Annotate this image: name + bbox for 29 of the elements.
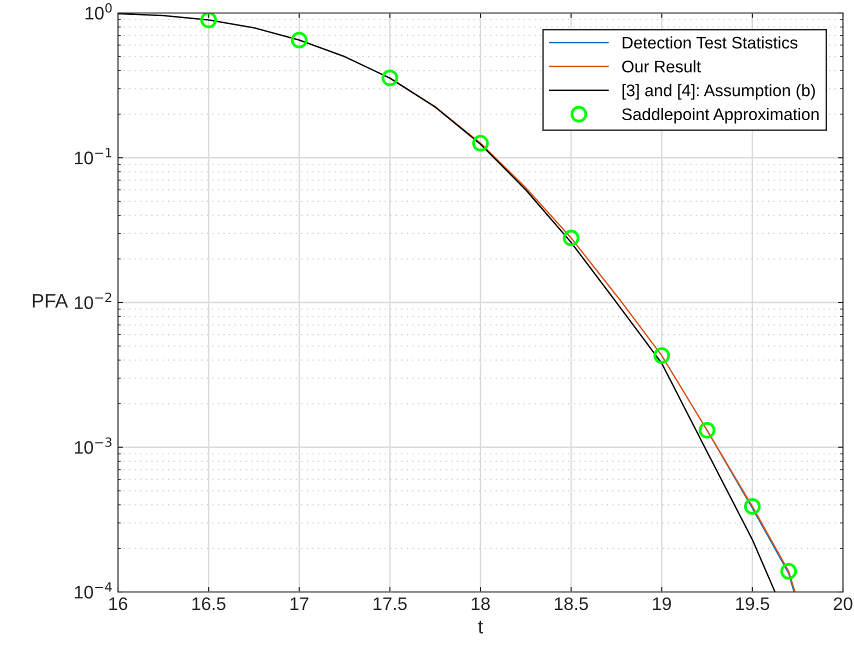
point bbox=[653, 347, 670, 364]
x-axis-title: t bbox=[478, 620, 484, 634]
x-tick-label: 18.5 bbox=[554, 597, 588, 610]
x-tick-label: 18 bbox=[472, 597, 490, 610]
legend-label: Our Result bbox=[622, 60, 701, 72]
y-tick-label: 10$^{−2}$ bbox=[74, 292, 112, 310]
y-tick-label: 10$^{−3}$ bbox=[74, 437, 112, 454]
legend-label: Detection Test Statistics bbox=[622, 36, 798, 49]
legend-label: [3] and [4]: Assumption (b) bbox=[622, 84, 815, 100]
point bbox=[290, 32, 308, 48]
x-tick-label: 17 bbox=[290, 598, 308, 610]
y-tick-label: 10$^{0}$ bbox=[86, 3, 112, 20]
x-tick-label: 20 bbox=[834, 597, 852, 610]
x-tick-label: 19 bbox=[653, 597, 671, 610]
x-tick-label: 16 bbox=[109, 597, 128, 610]
point bbox=[382, 70, 398, 86]
point bbox=[744, 498, 761, 515]
point bbox=[780, 562, 797, 580]
point bbox=[698, 422, 716, 439]
point bbox=[200, 13, 217, 28]
legend-label: Saddlepoint Approximation bbox=[622, 108, 819, 124]
y-tick-label: 10$^{−4}$ bbox=[74, 582, 112, 599]
y-tick-label: 10$^{−1}$ bbox=[74, 148, 112, 164]
x-tick-label: 16.5 bbox=[192, 597, 226, 610]
x-tick-label: 19.5 bbox=[736, 597, 770, 610]
x-tick-label: 17.5 bbox=[374, 598, 407, 610]
point bbox=[562, 230, 580, 246]
y-axis-title: PFA bbox=[32, 294, 68, 308]
point bbox=[472, 134, 489, 152]
